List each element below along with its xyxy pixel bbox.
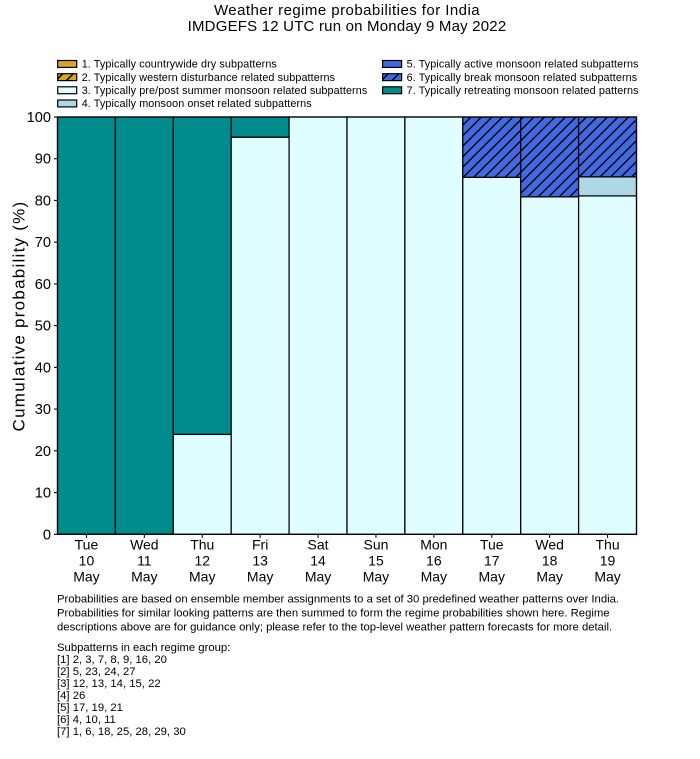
svg-text:descriptions above are for gui: descriptions above are for guidance only… [57, 622, 612, 634]
svg-text:Sun: Sun [363, 536, 388, 552]
svg-text:100: 100 [27, 110, 51, 126]
svg-text:10: 10 [35, 486, 51, 502]
svg-text:20: 20 [35, 444, 51, 460]
svg-text:May: May [363, 568, 389, 584]
svg-text:[3] 12, 13, 14, 15, 22: [3] 12, 13, 14, 15, 22 [57, 678, 161, 690]
svg-text:16: 16 [426, 553, 442, 569]
svg-text:[7] 1, 6, 18, 25, 28, 29, 30: [7] 1, 6, 18, 25, 28, 29, 30 [57, 726, 186, 738]
svg-text:May: May [247, 568, 273, 584]
svg-text:12: 12 [194, 553, 210, 569]
svg-text:13: 13 [252, 553, 268, 569]
svg-text:[1] 2, 3, 7, 8, 9, 16, 20: [1] 2, 3, 7, 8, 9, 16, 20 [57, 654, 167, 666]
svg-text:18: 18 [542, 553, 558, 569]
svg-text:60: 60 [35, 277, 51, 293]
svg-text:May: May [421, 568, 447, 584]
svg-text:6. Typically break monsoon rel: 6. Typically break monsoon related subpa… [407, 72, 638, 84]
svg-text:May: May [594, 568, 620, 584]
svg-text:11: 11 [137, 553, 152, 569]
svg-text:7. Typically retreating monsoo: 7. Typically retreating monsoon related … [407, 85, 640, 97]
svg-text:Sat: Sat [308, 536, 329, 552]
svg-text:Cumulative probability (%): Cumulative probability (%) [10, 201, 29, 432]
svg-text:Subpatterns in each regime gro: Subpatterns in each regime group: [57, 642, 230, 654]
svg-text:IMDGEFS 12 UTC run on Monday 9: IMDGEFS 12 UTC run on Monday 9 May 2022 [188, 18, 507, 35]
svg-text:Probabilities are based on ens: Probabilities are based on ensemble memb… [57, 594, 619, 606]
svg-text:[5] 17, 19, 21: [5] 17, 19, 21 [57, 702, 123, 714]
svg-text:1. Typically countrywide dry s: 1. Typically countrywide dry subpatterns [82, 59, 278, 71]
svg-text:Weather regime probabilities f: Weather regime probabilities for India [214, 2, 480, 19]
svg-text:Tue: Tue [480, 536, 504, 552]
svg-text:17: 17 [484, 553, 500, 569]
svg-text:15: 15 [368, 553, 384, 569]
svg-text:Thu: Thu [190, 536, 214, 552]
svg-text:2. Typically western disturban: 2. Typically western disturbance related… [82, 72, 336, 84]
svg-text:Mon: Mon [420, 536, 447, 552]
svg-text:Wed: Wed [535, 536, 564, 552]
svg-text:80: 80 [35, 193, 51, 209]
svg-text:[2] 5, 23, 24, 27: [2] 5, 23, 24, 27 [57, 666, 136, 678]
svg-text:May: May [131, 568, 157, 584]
svg-text:May: May [536, 568, 562, 584]
svg-text:May: May [189, 568, 215, 584]
svg-text:19: 19 [600, 553, 616, 569]
svg-text:Fri: Fri [252, 536, 268, 552]
svg-text:May: May [305, 568, 331, 584]
svg-text:4. Typically monsoon onset rel: 4. Typically monsoon onset related subpa… [82, 98, 313, 110]
svg-text:[4] 26: [4] 26 [57, 690, 85, 702]
svg-text:Thu: Thu [595, 536, 619, 552]
svg-text:May: May [73, 568, 99, 584]
svg-text:0: 0 [43, 527, 51, 543]
svg-text:10: 10 [79, 553, 95, 569]
svg-text:May: May [479, 568, 505, 584]
svg-text:5. Typically active monsoon re: 5. Typically active monsoon related subp… [407, 59, 639, 71]
svg-text:Wed: Wed [130, 536, 159, 552]
svg-text:30: 30 [35, 402, 51, 418]
svg-text:3. Typically pre/post summer m: 3. Typically pre/post summer monsoon rel… [82, 85, 368, 97]
svg-text:Probabilities for similar look: Probabilities for similar looking patter… [57, 608, 610, 620]
svg-text:Tue: Tue [75, 536, 99, 552]
svg-text:90: 90 [35, 152, 51, 168]
svg-text:[6] 4, 10, 11: [6] 4, 10, 11 [57, 714, 116, 726]
svg-text:70: 70 [35, 235, 51, 251]
svg-text:50: 50 [35, 319, 51, 335]
svg-text:14: 14 [310, 553, 326, 569]
svg-text:40: 40 [35, 360, 51, 376]
